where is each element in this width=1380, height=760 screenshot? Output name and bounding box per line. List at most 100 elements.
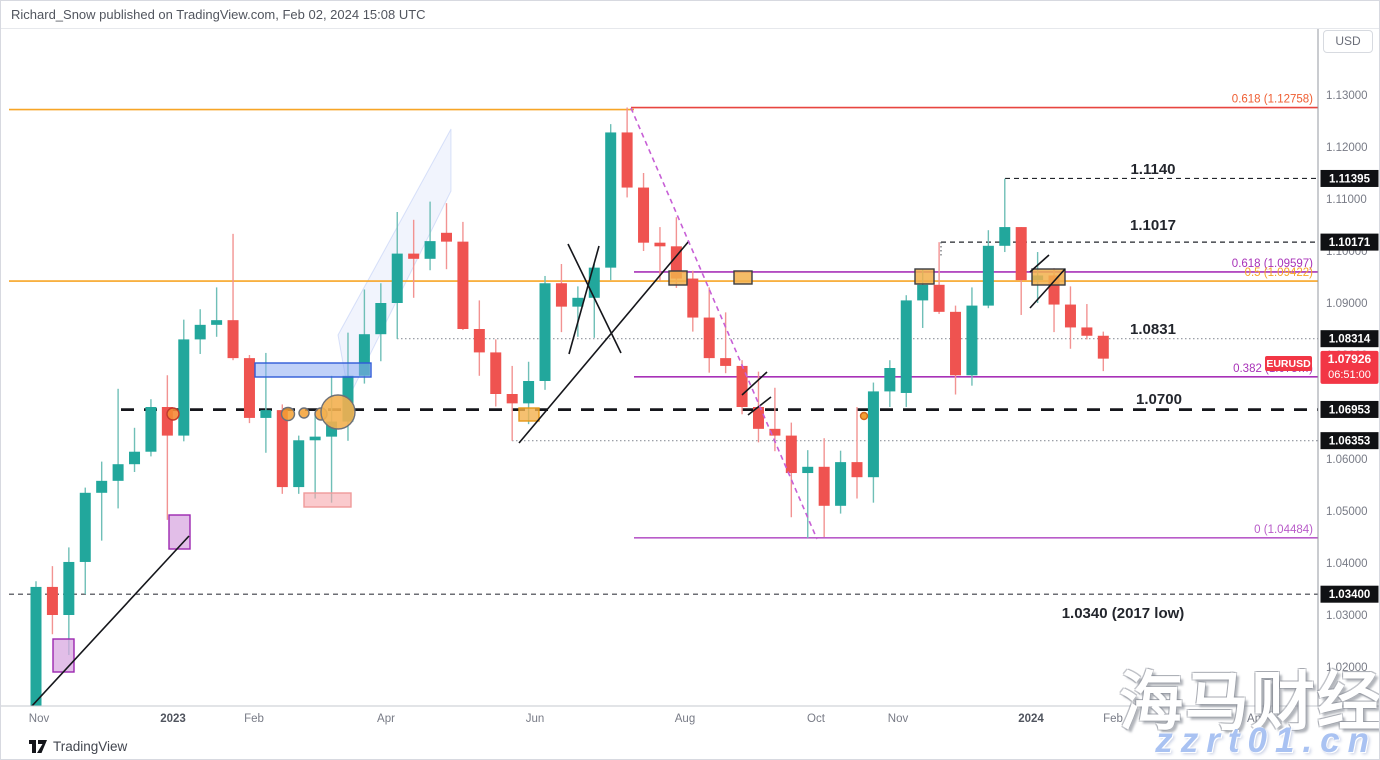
level-annotation-text: 1.1017 [1130, 217, 1176, 234]
zone-box-drawing[interactable] [668, 270, 688, 286]
candle[interactable] [1015, 227, 1027, 315]
zone-box-drawing[interactable] [52, 638, 75, 673]
candle[interactable] [867, 382, 879, 503]
zone-box-drawing[interactable] [1031, 268, 1066, 286]
candle[interactable] [1081, 304, 1093, 340]
candle[interactable] [884, 360, 896, 407]
candle[interactable] [950, 305, 962, 395]
zone-box-drawing[interactable] [254, 362, 372, 378]
price-tick-label: 1.04000 [1326, 558, 1368, 570]
candle[interactable] [391, 212, 403, 339]
circle-marker-drawing[interactable] [280, 406, 296, 422]
candle[interactable] [835, 450, 847, 514]
trendline-drawing[interactable] [1029, 268, 1066, 309]
zone-box-drawing[interactable] [733, 270, 753, 285]
candle[interactable] [588, 264, 600, 338]
header-divider [1, 28, 1379, 29]
circle-marker-drawing[interactable] [320, 394, 356, 430]
candle[interactable] [30, 581, 42, 760]
candle[interactable] [1097, 331, 1109, 372]
candle[interactable] [506, 365, 518, 441]
price-axis[interactable]: 1.130001.120001.110001.100001.090001.080… [1320, 90, 1379, 674]
candle[interactable] [457, 221, 469, 331]
candle-body [243, 358, 255, 418]
candle[interactable] [605, 124, 617, 281]
dashed-trendline-drawing[interactable] [630, 107, 818, 540]
time-axis[interactable]: Nov 2023 Feb Apr Jun Aug Oct Nov 2024 Feb Apr [29, 713, 1265, 725]
zone-box-drawing[interactable] [518, 407, 540, 422]
price-level-badge-text: 1.06953 [1329, 404, 1371, 416]
trendline-drawing[interactable] [518, 240, 690, 444]
candle[interactable] [145, 399, 157, 457]
circle-marker-drawing[interactable] [298, 407, 310, 419]
candle[interactable] [555, 264, 567, 333]
bar-countdown-timer: 06:51:00 [1328, 369, 1371, 381]
trendline-drawing[interactable] [568, 245, 600, 355]
candle[interactable] [982, 230, 994, 309]
candle[interactable] [63, 547, 75, 656]
price-level-badge-bg [1320, 585, 1379, 603]
candle[interactable] [243, 355, 255, 424]
candle[interactable] [1064, 286, 1076, 349]
candle-body [835, 462, 847, 506]
candle[interactable] [227, 233, 239, 361]
last-price-badge-bg [1320, 350, 1379, 384]
candle[interactable] [490, 339, 502, 407]
candle[interactable] [129, 427, 141, 472]
candle[interactable] [654, 227, 666, 281]
plot-area[interactable]: 1.1140 1.1017 1.0831 1.0700 1.0340 (2017 low… [9, 94, 1318, 760]
candle[interactable] [539, 275, 551, 390]
candle[interactable] [79, 487, 91, 595]
candle-body [818, 466, 830, 506]
trendline-drawing[interactable] [30, 535, 190, 707]
price-level-badge-bg [1320, 233, 1379, 251]
candle[interactable] [441, 203, 452, 270]
candle-series [30, 107, 1109, 760]
zone-box-drawing[interactable] [303, 492, 352, 508]
candle[interactable] [161, 375, 173, 520]
candle[interactable] [851, 407, 863, 499]
candle[interactable] [424, 201, 436, 271]
tradingview-logo-link[interactable]: TradingView [29, 739, 127, 754]
candle[interactable] [621, 107, 633, 198]
candle[interactable] [687, 270, 699, 332]
trendline-drawing[interactable] [567, 243, 622, 354]
currency-toggle-button[interactable]: USD [1323, 30, 1373, 53]
trendline-drawing[interactable] [1029, 254, 1050, 273]
candle[interactable] [178, 319, 190, 442]
price-level-badge-bg [1320, 330, 1379, 348]
candle[interactable] [96, 461, 108, 541]
price-level-badge-text: 1.11395 [1329, 173, 1371, 185]
candle[interactable] [966, 287, 978, 386]
circle-marker-drawing[interactable] [166, 407, 180, 421]
candle[interactable] [933, 242, 945, 314]
candle[interactable] [112, 388, 124, 509]
candle[interactable] [408, 219, 420, 298]
time-tick-label: Apr [1247, 713, 1265, 725]
price-tick-label: 1.12000 [1326, 142, 1368, 154]
circle-marker-drawing[interactable] [859, 411, 869, 421]
candle[interactable] [638, 173, 650, 251]
candle[interactable] [375, 283, 387, 362]
candle[interactable] [572, 286, 584, 337]
candle[interactable] [802, 450, 814, 539]
candle[interactable] [900, 295, 912, 407]
candle[interactable] [309, 411, 321, 499]
candle[interactable] [818, 438, 830, 537]
candle[interactable] [720, 312, 732, 374]
candle[interactable] [785, 422, 797, 518]
candle[interactable] [293, 435, 305, 494]
candle[interactable] [999, 178, 1011, 253]
candle[interactable] [736, 360, 748, 415]
candle[interactable] [46, 566, 58, 635]
trendline-drawing[interactable] [741, 371, 768, 396]
candle-body [260, 410, 272, 418]
zone-box-drawing[interactable] [914, 268, 935, 285]
candle[interactable] [703, 287, 715, 373]
zone-box-drawing[interactable] [168, 514, 191, 550]
candle[interactable] [194, 309, 206, 354]
candle[interactable] [211, 287, 223, 337]
candle[interactable] [473, 300, 485, 376]
candle[interactable] [276, 404, 288, 494]
